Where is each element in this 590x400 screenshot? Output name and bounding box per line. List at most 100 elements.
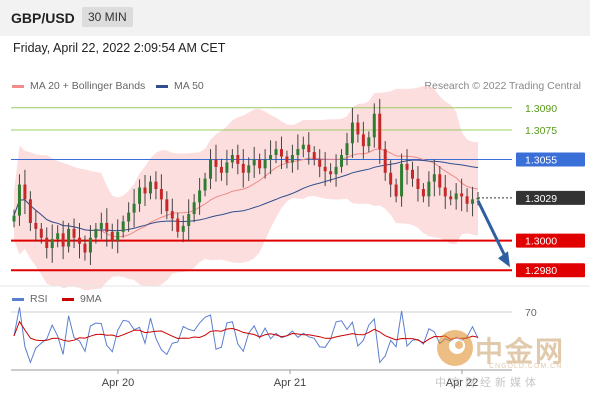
- candle: [274, 141, 278, 164]
- level-tag-2: [516, 152, 585, 167]
- candle-body: [105, 222, 109, 232]
- candle: [165, 191, 169, 220]
- candle-body: [389, 172, 393, 185]
- research-credit: Research © 2022 Trading Central: [424, 80, 581, 92]
- x-tick-label: Apr 22: [446, 377, 478, 389]
- candle: [378, 98, 382, 164]
- candle: [159, 174, 163, 215]
- candle: [127, 202, 131, 232]
- candle: [28, 191, 32, 232]
- candle-body: [432, 174, 436, 182]
- candle-body: [410, 169, 414, 179]
- candle: [214, 144, 218, 182]
- candle: [17, 174, 21, 226]
- candle-body: [23, 184, 27, 200]
- legend-rsi-label: RSI: [30, 293, 48, 305]
- legend-9ma-label: 9MA: [80, 293, 102, 305]
- candle-body: [78, 237, 82, 244]
- candle-body: [148, 181, 152, 194]
- candle-body: [203, 178, 207, 191]
- candle: [263, 149, 267, 179]
- cngold-watermark: 中金网 CNGOLD.COM.CN 中文财经新媒体: [435, 328, 585, 389]
- candle-body: [258, 159, 262, 169]
- candle-body: [12, 215, 16, 222]
- candle: [372, 103, 376, 148]
- candle: [334, 154, 338, 187]
- candle: [203, 172, 207, 197]
- candle-body: [372, 113, 376, 138]
- candle: [88, 225, 92, 266]
- rsi-swatch: [12, 297, 24, 301]
- ma20-swatch: [12, 84, 24, 88]
- candle-body: [121, 221, 125, 232]
- candle: [312, 146, 316, 166]
- candle-body: [465, 196, 469, 204]
- candle-body: [34, 222, 38, 229]
- candle: [110, 223, 114, 249]
- candle-body: [50, 239, 54, 249]
- candle: [416, 166, 420, 202]
- candle: [443, 174, 447, 209]
- candle-body: [449, 196, 453, 200]
- candle-body: [290, 155, 294, 163]
- candle: [39, 222, 43, 244]
- rsi-70-label: 70: [525, 307, 537, 319]
- candle-body: [39, 228, 43, 238]
- candle-body: [296, 149, 300, 156]
- candle: [345, 132, 349, 166]
- candle-body: [269, 155, 273, 160]
- chart-datetime: Friday, April 22, 2022 2:09:54 AM CET: [13, 41, 226, 55]
- currency-pair-title[interactable]: GBP/USD: [11, 10, 75, 26]
- candle-body: [329, 171, 333, 175]
- x-tick-label: Apr 20: [102, 377, 134, 389]
- candle-body: [181, 225, 185, 232]
- candle: [394, 178, 398, 203]
- candle-body: [138, 187, 142, 204]
- candle-body: [460, 193, 464, 197]
- candle: [465, 188, 469, 212]
- candle-body: [318, 159, 322, 167]
- rsi-line: [13, 307, 479, 364]
- candle: [148, 175, 152, 200]
- candle: [356, 114, 360, 143]
- candle-body: [198, 190, 202, 203]
- candle: [138, 179, 142, 212]
- candle-body: [192, 202, 196, 215]
- watermark-domain: CNGOLD.COM.CN: [489, 363, 563, 370]
- candle-body: [154, 181, 158, 189]
- candle: [99, 212, 103, 240]
- candle: [78, 222, 82, 259]
- candle: [67, 222, 71, 253]
- candle: [105, 208, 109, 247]
- candle: [427, 171, 431, 207]
- level-tag-label-2: 1.3055: [525, 154, 557, 166]
- candle: [421, 183, 425, 203]
- candle: [247, 157, 251, 181]
- candle: [94, 222, 98, 244]
- candle: [219, 158, 223, 181]
- candle: [432, 159, 436, 197]
- candle-body: [143, 187, 147, 194]
- candle-body: [241, 163, 245, 173]
- candle: [454, 183, 458, 210]
- candle-body: [400, 163, 404, 197]
- candle-body: [367, 137, 371, 147]
- cngold-logo-icon: [437, 330, 473, 366]
- watermark-name: 中金网: [475, 335, 566, 368]
- legend-9ma: 9MA: [62, 293, 102, 305]
- candle: [383, 141, 387, 181]
- candle-body: [312, 152, 316, 160]
- level-tag-label-4: 1.3000: [525, 236, 557, 248]
- candle-body: [263, 159, 267, 169]
- candle: [307, 132, 311, 165]
- candle-body: [274, 149, 278, 156]
- candle: [45, 227, 49, 259]
- candle: [225, 149, 229, 186]
- ma50-line: [13, 159, 479, 232]
- legend-ma20-bollinger: MA 20 + Bollinger Bands: [12, 80, 145, 92]
- candle-body: [454, 193, 458, 200]
- timeframe-badge[interactable]: 30 MIN: [82, 7, 133, 27]
- candle: [290, 144, 294, 173]
- candle-body: [443, 187, 447, 197]
